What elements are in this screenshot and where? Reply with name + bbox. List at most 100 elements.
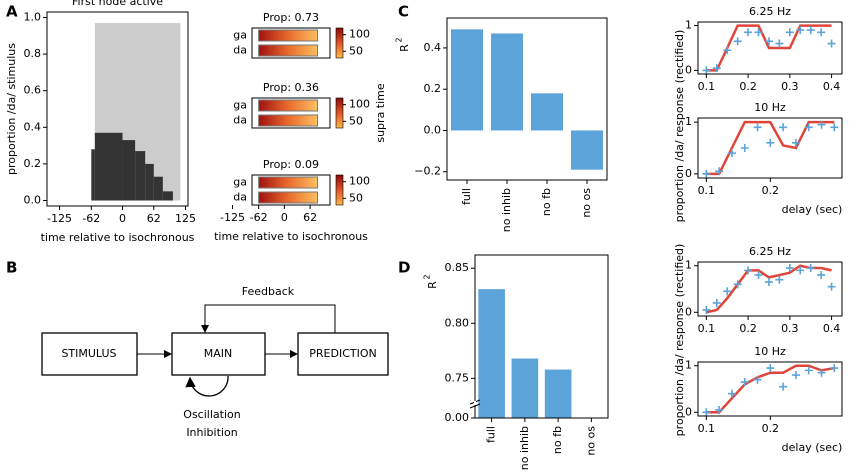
area-step [91,149,95,201]
axes-frame [697,261,843,317]
data-marker [744,266,753,275]
x-axis-label: time relative to isochronous [214,230,368,243]
data-marker [753,375,762,384]
x-tick-label: no os [580,188,593,218]
y-tick-label: 0.75 [445,371,470,384]
data-marker [796,26,805,35]
x-tick-label: 0.2 [762,422,780,435]
data-marker [754,28,763,37]
x-tick-label: full [485,426,498,443]
y-axis-label-sup: 2 [423,274,432,279]
area-step [153,176,163,201]
panel-letter: A [6,3,18,21]
x-tick-label: 0.1 [698,80,716,93]
model-line [706,364,835,414]
row-label: da [233,191,247,204]
y-tick-label: 0.00 [445,411,470,424]
x-tick-label: 125 [175,212,196,225]
colorbar-tick-label: 50 [349,44,363,57]
chart-title: 6.25 Hz [749,245,791,258]
model-line [706,264,832,314]
y-axis-label: proportion /da/ response (rectified) [673,244,686,437]
node-label: MAIN [204,347,233,360]
colorbar-label: supra time [374,83,387,143]
chart-title: 10 Hz [754,101,786,114]
x-tick-label: 0.1 [698,322,716,335]
row-label: ga [233,99,247,112]
data-marker [764,37,773,46]
x-tick-label: full [460,188,473,205]
data-marker [804,366,813,375]
row-label: da [233,44,247,57]
x-tick-label: -125 [47,212,72,225]
data-marker [744,28,753,37]
data-marker [775,275,784,284]
data-marker [817,120,826,129]
data-marker [702,169,711,178]
data-marker [766,138,775,147]
y-tick-label: 0 [685,167,692,180]
x-tick-label: 0.2 [739,322,757,335]
row-label: da [233,114,247,127]
colorbar-tick-label: 100 [349,175,370,188]
data-marker [764,278,773,287]
bar [544,369,572,418]
colorbar-tick-label: 100 [349,28,370,41]
y-tick-label: 1 [685,19,692,32]
data-marker [715,405,724,414]
data-marker [727,389,736,398]
x-tick-label: no fb [540,188,553,216]
y-tick-label: 0.80 [445,316,470,329]
data-marker [830,123,839,132]
y-axis-label-sup: 2 [395,37,404,42]
data-marker [779,123,788,132]
data-marker [727,149,736,158]
x-tick-label: -62 [82,212,100,225]
node-box [41,332,138,376]
heat-strip [258,44,319,57]
colorbar [335,174,344,206]
data-marker [779,382,788,391]
colorbar-tick-label: 50 [349,191,363,204]
area-step [135,151,146,201]
x-tick-label: 62 [147,212,161,225]
y-axis-label: proportion /da/ response (rectified) [673,30,686,223]
axes-frame [251,97,331,129]
area-step [122,140,136,201]
x-tick-label: no fb [551,426,564,454]
data-marker [702,66,711,75]
data-marker [827,39,836,48]
chart-title: 6.25 Hz [749,5,791,18]
x-tick-label: no inhib [500,188,513,232]
y-tick-label: 1 [685,359,692,372]
model-line [706,120,835,176]
y-tick-label: 0.6 [24,84,42,97]
data-marker [804,123,813,132]
y-tick-label: 0.2 [24,157,42,170]
data-marker [723,46,732,55]
colorbar-tick-label: 100 [349,98,370,111]
y-tick-label: 0 [685,63,692,76]
axes-frame [46,11,189,207]
heat-strip [258,114,319,127]
y-tick-label: 0 [685,305,692,318]
axes-frame [251,174,331,206]
y-tick-label: 1.0 [24,10,42,23]
row-label: ga [233,176,247,189]
area-step [94,132,123,201]
bar [491,33,523,131]
y-tick-label: 1 [685,259,692,272]
y-tick-label: −0.2 [414,165,441,178]
x-tick-label: 62 [303,211,317,224]
node-box [297,332,389,376]
loop-arrow [185,375,229,397]
heat-strip [258,29,319,42]
diagram: STIMULUS MAIN PREDICTION Feedback Oscill… [41,285,389,439]
x-tick-label: 0.4 [823,322,841,335]
y-tick-label: 0.4 [24,120,42,133]
y-tick-label: 0.0 [24,194,42,207]
panel-letter: D [398,259,410,277]
y-tick-label: 0.8 [24,47,42,60]
bar [571,130,603,170]
data-marker [723,287,732,296]
